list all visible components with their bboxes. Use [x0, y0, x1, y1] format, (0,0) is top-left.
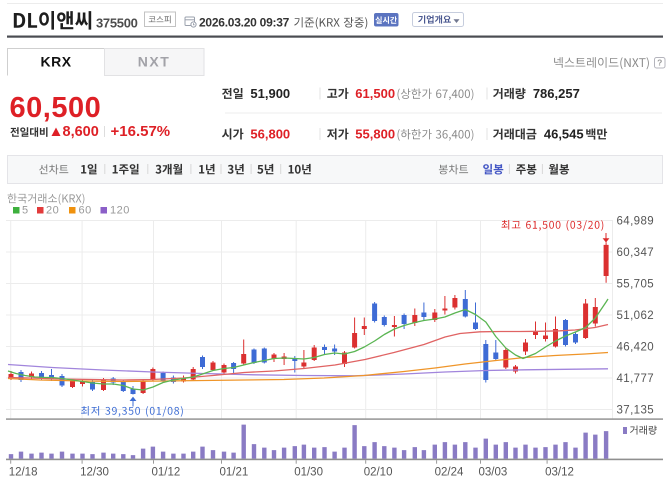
svg-text:2026.03.20 09:37: 2026.03.20 09:37	[199, 16, 290, 30]
svg-text:51,062: 51,062	[617, 310, 655, 322]
svg-text:60: 60	[79, 205, 92, 217]
svg-text:37,135: 37,135	[617, 404, 655, 416]
svg-text:?: ?	[657, 58, 662, 68]
svg-text:786,257: 786,257	[533, 86, 580, 101]
svg-text:8,600: 8,600	[63, 124, 99, 140]
svg-text:NXT: NXT	[138, 54, 171, 70]
svg-text:5: 5	[22, 205, 29, 217]
svg-text:02/24: 02/24	[435, 467, 464, 479]
svg-text:KRX: KRX	[40, 54, 71, 70]
svg-text:20: 20	[46, 205, 59, 217]
svg-text:02/10: 02/10	[364, 467, 393, 479]
svg-text:51,900: 51,900	[250, 86, 290, 101]
svg-text:12/18: 12/18	[9, 467, 38, 479]
svg-text:41,777: 41,777	[617, 373, 655, 385]
svg-text:55,800: 55,800	[355, 127, 395, 142]
svg-text:46,545: 46,545	[544, 127, 584, 142]
svg-text:56,800: 56,800	[250, 127, 290, 142]
svg-text:64,989: 64,989	[617, 215, 655, 227]
svg-text:61,500: 61,500	[355, 86, 395, 101]
svg-text:01/12: 01/12	[152, 467, 181, 479]
svg-text:375500: 375500	[96, 16, 138, 31]
svg-text:12/30: 12/30	[80, 467, 109, 479]
svg-text:60,500: 60,500	[10, 92, 102, 124]
svg-text:46,420: 46,420	[617, 341, 655, 353]
svg-text:120: 120	[110, 205, 130, 217]
svg-text:+16.57%: +16.57%	[111, 123, 171, 140]
svg-text:03/12: 03/12	[545, 467, 574, 479]
svg-text:01/21: 01/21	[220, 467, 249, 479]
svg-text:01/30: 01/30	[294, 467, 323, 479]
svg-text:03/03: 03/03	[479, 467, 508, 479]
svg-text:55,705: 55,705	[617, 278, 655, 290]
svg-text:60,347: 60,347	[617, 247, 655, 259]
